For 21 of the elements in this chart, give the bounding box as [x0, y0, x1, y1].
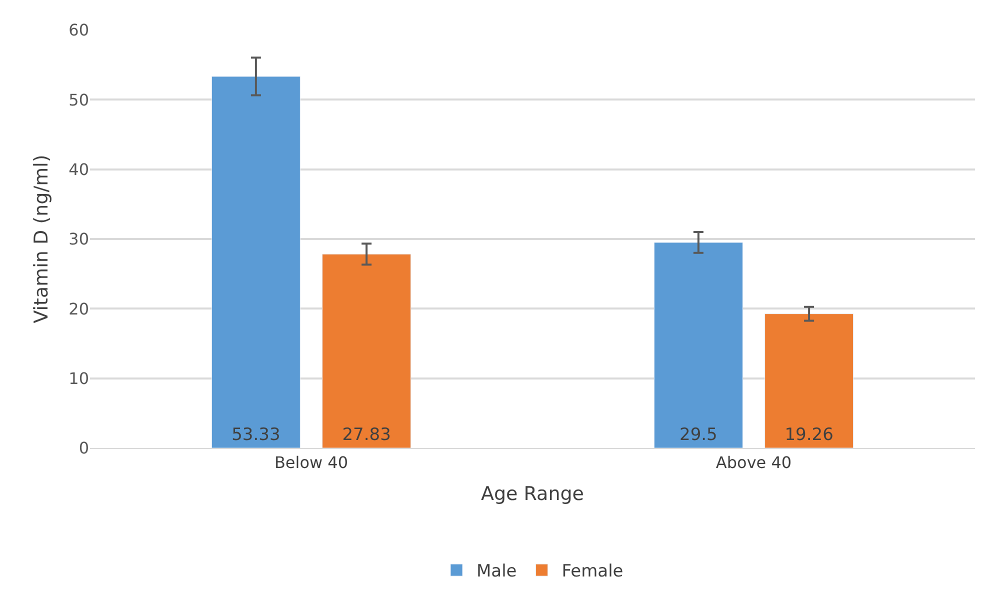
bar [764, 314, 854, 448]
bar [654, 242, 743, 448]
data-label: 27.83 [342, 425, 391, 445]
y-tick-label: 50 [68, 90, 89, 110]
data-label: 53.33 [232, 425, 280, 445]
y-axis-title: Vitamin D (ng/ml) [30, 154, 52, 324]
y-tick-label: 30 [68, 230, 89, 249]
legend-label: Male [476, 562, 517, 582]
y-tick-label: 0 [78, 438, 89, 458]
y-tick-label: 40 [68, 160, 89, 179]
bar [322, 254, 412, 448]
y-tick-label: 20 [68, 299, 89, 318]
data-label: 19.26 [784, 425, 834, 445]
bar [211, 76, 300, 448]
x-tick-label: Above 40 [716, 453, 792, 472]
y-tick-label: 60 [68, 20, 89, 40]
data-label: 29.5 [680, 425, 718, 445]
y-tick-label: 10 [68, 368, 89, 388]
x-tick-label: Below 40 [274, 453, 348, 472]
legend-label: Female [562, 562, 624, 582]
x-axis-title: Age Range [480, 483, 584, 505]
